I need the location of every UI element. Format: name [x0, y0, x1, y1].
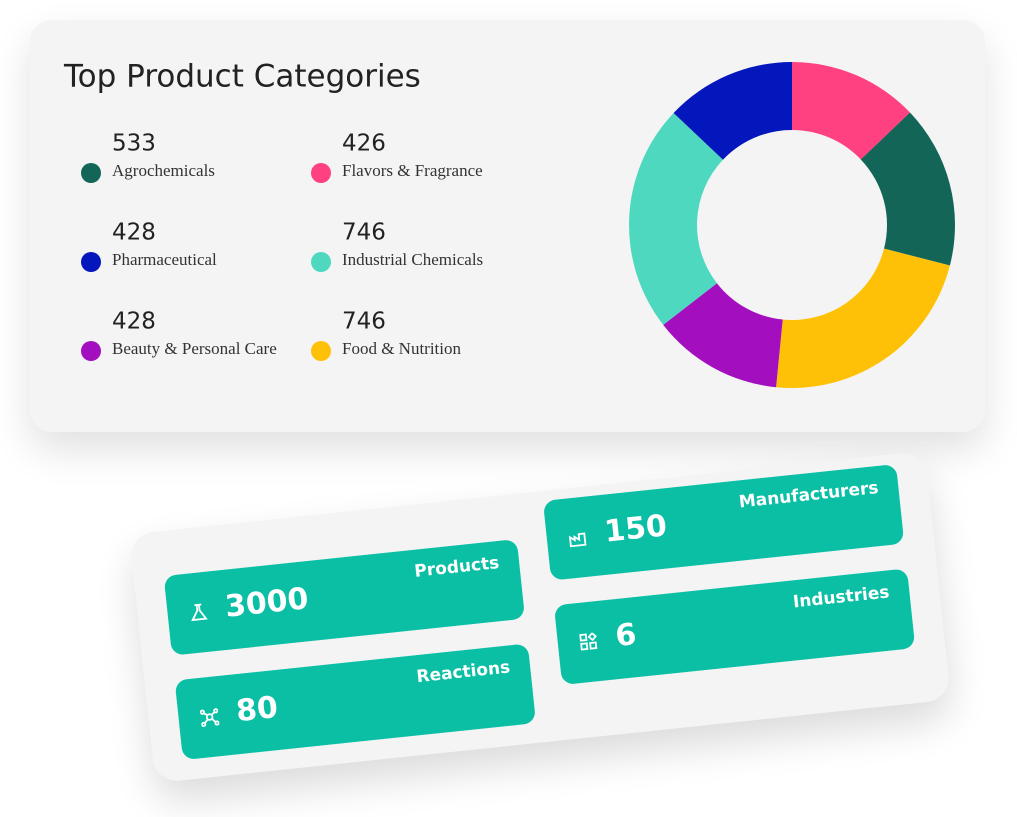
stat-label: Industries: [792, 582, 891, 613]
stat-tile: 80 Reactions: [174, 643, 537, 761]
stats-card: 3000 Products 150 Manufacturers 80 Reactions 6…: [129, 450, 951, 784]
legend-label: Pharmaceutical: [112, 250, 217, 269]
legend-swatch: [311, 252, 331, 272]
stat-value: 6: [613, 617, 639, 655]
stat-icon: [199, 708, 220, 727]
legend-value: 428: [112, 309, 156, 335]
legend-label: Beauty & Personal Care: [112, 339, 277, 358]
stat-tile: 150 Manufacturers: [542, 463, 905, 581]
legend-value: 533: [112, 131, 156, 157]
chart: Top Product Categories 426 Flavors & Frag…: [63, 59, 955, 388]
legend-value: 428: [112, 220, 156, 246]
legend-value: 746: [342, 220, 386, 246]
stat-label: Reactions: [415, 657, 512, 688]
stat-icon: [568, 532, 587, 548]
legend-value: 746: [342, 309, 386, 335]
chart-title: Top Product Categories: [63, 59, 421, 95]
donut-slice: [792, 62, 910, 160]
stat-label: Products: [413, 553, 501, 582]
legend-swatch: [311, 341, 331, 361]
donut-slice: [628, 112, 723, 325]
stat-icon: [191, 603, 208, 622]
stat-value: 80: [234, 690, 280, 730]
legend-swatch: [81, 252, 101, 272]
legend-swatch: [311, 163, 331, 183]
donut-slice: [663, 283, 783, 388]
stat-value: 150: [602, 508, 669, 550]
legend-swatch: [81, 341, 101, 361]
legend-label: Industrial Chemicals: [342, 250, 483, 269]
stat-value: 3000: [223, 581, 311, 625]
legend-label: Flavors & Fragrance: [342, 161, 483, 180]
legend-value: 426: [342, 131, 386, 157]
legend-label: Agrochemicals: [112, 161, 215, 180]
legend-label: Food & Nutrition: [342, 339, 462, 358]
stat-label: Manufacturers: [737, 477, 880, 513]
donut-slice: [673, 62, 792, 160]
legend-swatch: [81, 163, 101, 183]
donut-slice: [860, 112, 955, 266]
stat-icon: [579, 632, 598, 651]
donut-slice: [776, 248, 950, 388]
stat-tile: 3000 Products: [163, 539, 526, 656]
stat-tile: 6 Industries: [553, 568, 916, 686]
